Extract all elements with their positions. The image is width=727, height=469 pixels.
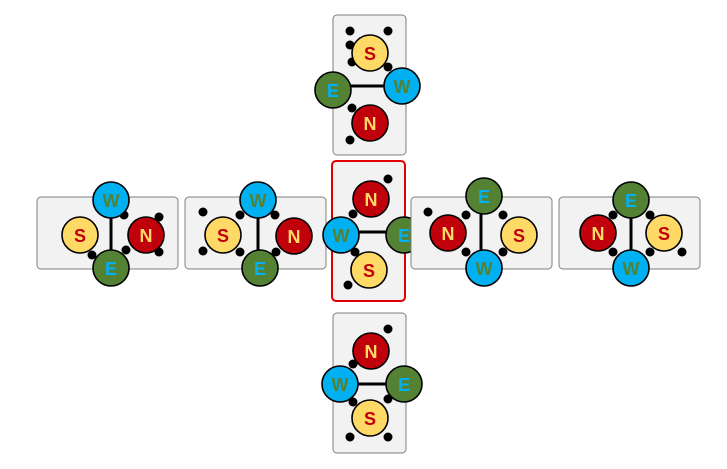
atom-s-label: S — [363, 261, 375, 281]
electron-dot — [645, 210, 655, 220]
atom-n-circle — [352, 180, 390, 218]
atom-n-label: N — [592, 224, 605, 244]
electron-dot — [608, 247, 618, 257]
atom-w-circle — [383, 67, 421, 105]
atom-w-label: W — [394, 77, 411, 97]
electron-dot — [350, 247, 360, 257]
atom-e-circle — [612, 181, 650, 219]
atom-s-label: S — [217, 226, 229, 246]
electron-dot — [498, 247, 508, 257]
atom-n-label: N — [140, 226, 153, 246]
atom-s-circle — [351, 34, 389, 72]
tile-bottom: NW E S — [321, 312, 423, 454]
electron-dot — [345, 432, 355, 442]
tile-center: NW E S — [322, 160, 423, 302]
atom-n-circle — [275, 217, 313, 255]
atom-w-label: W — [250, 191, 267, 211]
electron-dot — [383, 432, 393, 442]
atom-s-label: S — [74, 226, 86, 246]
electron-dot — [461, 210, 471, 220]
atom-e-label: E — [478, 187, 490, 207]
atom-w-label: W — [103, 191, 120, 211]
electron-dot — [198, 207, 208, 217]
electron-dot — [235, 247, 245, 257]
atom-e-label: E — [625, 191, 637, 211]
tile-top: S E WN — [314, 14, 421, 156]
atom-s-label: S — [658, 224, 670, 244]
atom-e-label: E — [398, 226, 410, 246]
atom-w-circle — [465, 249, 503, 287]
atom-n-circle — [351, 104, 389, 142]
atom-e-label: E — [105, 259, 117, 279]
electron-dot — [270, 210, 280, 220]
atom-s-circle — [351, 399, 389, 437]
tile-right-outer: EN SW — [558, 181, 701, 287]
atom-w-circle — [612, 249, 650, 287]
atom-n-label: N — [365, 190, 378, 210]
atom-n-label: N — [364, 114, 377, 134]
atom-s-label: S — [513, 226, 525, 246]
electron-dot — [498, 210, 508, 220]
atom-e-circle — [465, 177, 503, 215]
atom-w-label: W — [332, 375, 349, 395]
electron-dot — [423, 207, 433, 217]
atom-e-label: E — [398, 375, 410, 395]
electron-dot — [345, 135, 355, 145]
electron-dot — [348, 397, 358, 407]
atom-e-circle — [385, 365, 423, 403]
electron-dot — [343, 280, 353, 290]
atom-e-label: E — [254, 259, 266, 279]
electron-dot — [235, 210, 245, 220]
tile-left-outer: WS N E — [36, 181, 179, 287]
atom-s-circle — [350, 251, 388, 289]
electron-dot — [348, 359, 358, 369]
atom-n-circle — [579, 214, 617, 252]
atom-s-label: S — [364, 44, 376, 64]
atom-e-circle — [92, 249, 130, 287]
atom-w-label: W — [333, 226, 350, 246]
atom-s-circle — [61, 216, 99, 254]
atom-e-label: E — [327, 81, 339, 101]
atom-w-circle — [239, 181, 277, 219]
electron-dot — [383, 26, 393, 36]
electron-dot — [677, 247, 687, 257]
atom-w-circle — [322, 216, 360, 254]
electron-dot — [345, 26, 355, 36]
atom-e-circle — [314, 71, 352, 109]
electron-dot — [383, 62, 393, 72]
atom-s-circle — [500, 216, 538, 254]
electron-dot — [383, 324, 393, 334]
atom-w-label: W — [623, 259, 640, 279]
electron-dot — [154, 212, 164, 222]
electron-dot — [383, 174, 393, 184]
tile-right-inner: E N SW — [410, 177, 553, 287]
atom-e-circle — [241, 249, 279, 287]
atom-n-label: N — [288, 227, 301, 247]
electron-dot — [271, 247, 281, 257]
atom-n-circle — [352, 332, 390, 370]
electron-dot — [87, 250, 97, 260]
electron-dot — [348, 209, 358, 219]
atom-s-label: S — [364, 409, 376, 429]
electron-dot — [347, 103, 357, 113]
atom-w-circle — [321, 365, 359, 403]
atom-w-circle — [92, 181, 130, 219]
electron-dot — [121, 245, 131, 255]
electron-dot — [645, 247, 655, 257]
atom-n-label: N — [365, 342, 378, 362]
electron-dot — [198, 246, 208, 256]
electron-dot — [461, 247, 471, 257]
atom-n-label: N — [442, 224, 455, 244]
atom-n-circle — [429, 214, 467, 252]
atom-s-circle — [204, 216, 242, 254]
tile-left-inner: W S N E — [184, 181, 327, 287]
atom-s-circle — [645, 214, 683, 252]
electron-dot — [608, 210, 618, 220]
atom-n-circle — [127, 216, 165, 254]
atom-w-label: W — [476, 259, 493, 279]
